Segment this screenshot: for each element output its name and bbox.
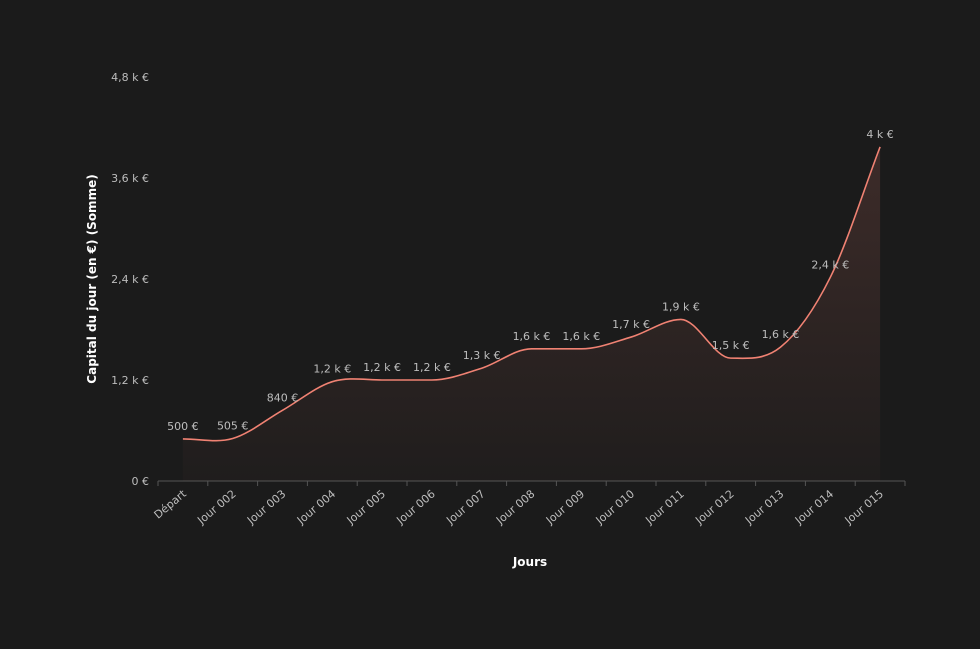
value-label: 1,9 k € [662,300,700,313]
value-label: 1,2 k € [413,361,451,374]
x-tick-label: Jour 010 [593,487,637,527]
x-tick-label: Jour 012 [692,487,736,527]
y-tick-label: 0 € [132,475,150,488]
x-tick-label: Départ [152,487,190,522]
value-label: 1,6 k € [562,330,600,343]
x-tick-label: Jour 008 [493,487,537,527]
line [182,146,881,442]
x-tick-label: Jour 006 [393,487,437,527]
x-tick-label: Jour 009 [543,487,587,527]
x-tick-label: Jour 007 [443,487,487,527]
area [182,146,881,481]
value-label: 1,5 k € [712,339,750,352]
value-label: 1,7 k € [612,318,650,331]
x-tick-label: Jour 003 [244,487,288,527]
x-tick-label: Jour 002 [194,487,238,527]
x-tick-label: Jour 015 [842,487,886,527]
y-axis-title: Capital du jour (en €) (Somme) [85,174,99,383]
value-label: 2,4 k € [811,258,849,271]
value-label: 840 € [267,391,299,404]
value-label: 4 k € [866,128,893,141]
value-label: 500 € [167,420,199,433]
y-tick-label: 4,8 k € [111,71,149,84]
x-tick-label: Jour 011 [642,487,686,527]
x-tick-label: Jour 013 [742,487,786,527]
value-label: 1,6 k € [762,328,800,341]
x-axis-title: Jours [512,555,547,569]
y-tick-label: 2,4 k € [111,273,149,286]
value-label: 1,2 k € [313,363,351,376]
y-tick-label: 1,2 k € [111,374,149,387]
y-tick-label: 3,6 k € [111,172,149,185]
x-tick-label: Jour 014 [792,487,836,527]
value-label: 505 € [217,419,249,432]
x-tick-label: Jour 005 [344,487,388,527]
value-label: 1,3 k € [463,349,501,362]
value-label: 1,6 k € [513,330,551,343]
value-label: 1,2 k € [363,361,401,374]
x-tick-label: Jour 004 [294,487,338,527]
